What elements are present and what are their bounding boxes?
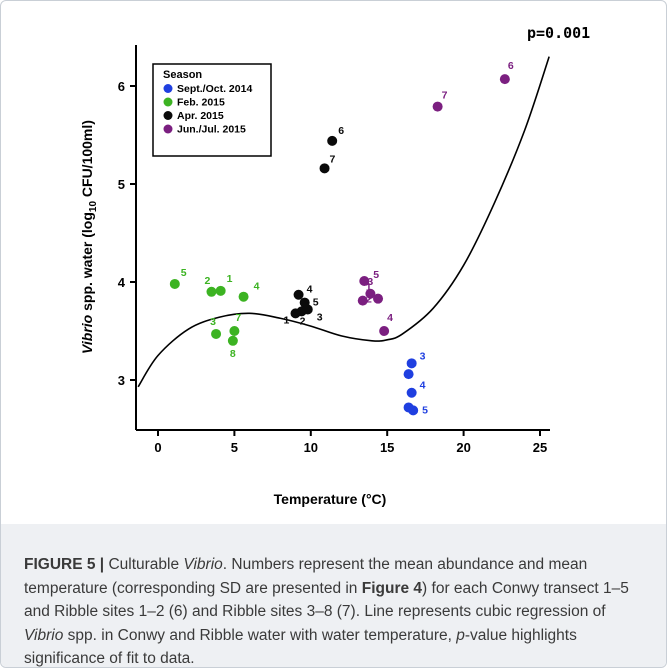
legend-label: Feb. 2015 [177, 97, 225, 109]
data-point [403, 369, 414, 380]
p-value-label: p=0.001 [527, 24, 590, 42]
data-point [293, 289, 304, 300]
legend-marker [163, 111, 173, 120]
point-label: 3 [210, 316, 216, 328]
legend-box [152, 63, 272, 157]
point-label: 7 [442, 90, 448, 102]
point-label: 8 [230, 348, 236, 360]
data-point [227, 335, 238, 346]
point-label: 6 [508, 60, 514, 72]
point-label: 4 [387, 312, 393, 324]
y-tick-label: 5 [118, 177, 125, 192]
caption-figure-label: FIGURE 5 | [24, 556, 109, 573]
point-label: 4 [254, 281, 260, 293]
figure-caption: FIGURE 5 | Culturable Vibrio. Numbers re… [24, 553, 644, 671]
y-axis-title: Vibrio spp. water (log10 CFU/100ml) [79, 120, 99, 354]
data-point [206, 286, 217, 297]
point-label: 2 [300, 315, 306, 327]
point-label: 3 [367, 276, 373, 288]
data-point [215, 285, 226, 296]
data-point [408, 405, 419, 416]
data-point [406, 358, 417, 369]
data-point [365, 288, 376, 299]
point-label: 2 [366, 294, 372, 306]
x-tick-label: 25 [533, 440, 547, 455]
point-label: 3 [317, 311, 323, 323]
data-point [379, 326, 390, 336]
caption-figure-ref: Figure 4 [361, 579, 423, 597]
caption-part-1: Culturable [108, 556, 184, 573]
axes [135, 45, 550, 431]
point-label: 1 [284, 314, 290, 326]
data-point [373, 293, 384, 304]
data-point [327, 135, 338, 146]
point-label: 5 [181, 267, 187, 279]
y-axis-title-end: CFU/100ml) [79, 120, 95, 201]
caption-vibrio-1: Vibrio [183, 556, 223, 573]
point-label: 5 [422, 404, 428, 416]
data-point [238, 291, 249, 302]
point-label: 1 [366, 282, 372, 294]
regression-curve-group [137, 56, 550, 388]
y-tick-label: 3 [118, 373, 125, 388]
caption-part-3: ) for each Conwy transect 1–5 and Ribble… [24, 579, 629, 621]
point-label: 6 [338, 125, 344, 137]
x-tick-label: 10 [304, 440, 318, 455]
point-label: 1 [227, 273, 233, 285]
legend-label: Apr. 2015 [177, 110, 224, 122]
x-tick-label: 0 [154, 440, 161, 455]
data-point [319, 163, 330, 174]
legend-title: Season [163, 69, 202, 81]
x-axis-title: Temperature (°C) [274, 491, 387, 507]
data-point [499, 74, 510, 85]
legend-label: Sept./Oct. 2014 [177, 83, 252, 95]
data-point [357, 295, 368, 306]
point-label: 4 [420, 380, 426, 392]
point-label: 3 [420, 350, 426, 362]
caption-vibrio-2: Vibrio [24, 626, 64, 644]
legend-marker [163, 97, 173, 107]
point-label: 7 [235, 312, 241, 324]
data-point [211, 328, 222, 339]
x-tick-label: 5 [231, 440, 238, 455]
caption-part-5: -value highlights significance of fit to… [24, 626, 577, 668]
point-label: 5 [313, 297, 319, 309]
data-point [169, 278, 180, 289]
data-point [432, 101, 443, 112]
point-label: 7 [330, 153, 336, 165]
point-label: 5 [373, 269, 379, 281]
point-label: 4 [307, 284, 313, 296]
caption-part-4: spp. in Conwy and Ribble water with wate… [63, 626, 457, 644]
data-point [229, 326, 240, 336]
y-axis-title-subscript: 10 [88, 201, 99, 213]
y-tick-label: 6 [118, 79, 125, 94]
data-point [359, 276, 370, 287]
y-axis-title-italic: Vibrio [79, 314, 95, 354]
data-point [406, 387, 417, 398]
regression-curve [137, 56, 550, 388]
data-point [302, 304, 313, 315]
legend-label: Jun./Jul. 2015 [177, 124, 246, 136]
caption-part-2: . Numbers represent the mean abundance a… [24, 556, 588, 597]
y-tick-label: 4 [118, 275, 126, 290]
legend-marker [163, 124, 173, 134]
y-axis-title-middle: spp. water (log [79, 212, 95, 315]
x-tick-label: 15 [380, 440, 394, 455]
point-label: 2 [204, 275, 210, 287]
caption-p-italic: p [456, 626, 465, 644]
x-tick-label: 20 [456, 440, 470, 455]
legend-marker [163, 84, 173, 93]
caption-background [1, 524, 666, 667]
